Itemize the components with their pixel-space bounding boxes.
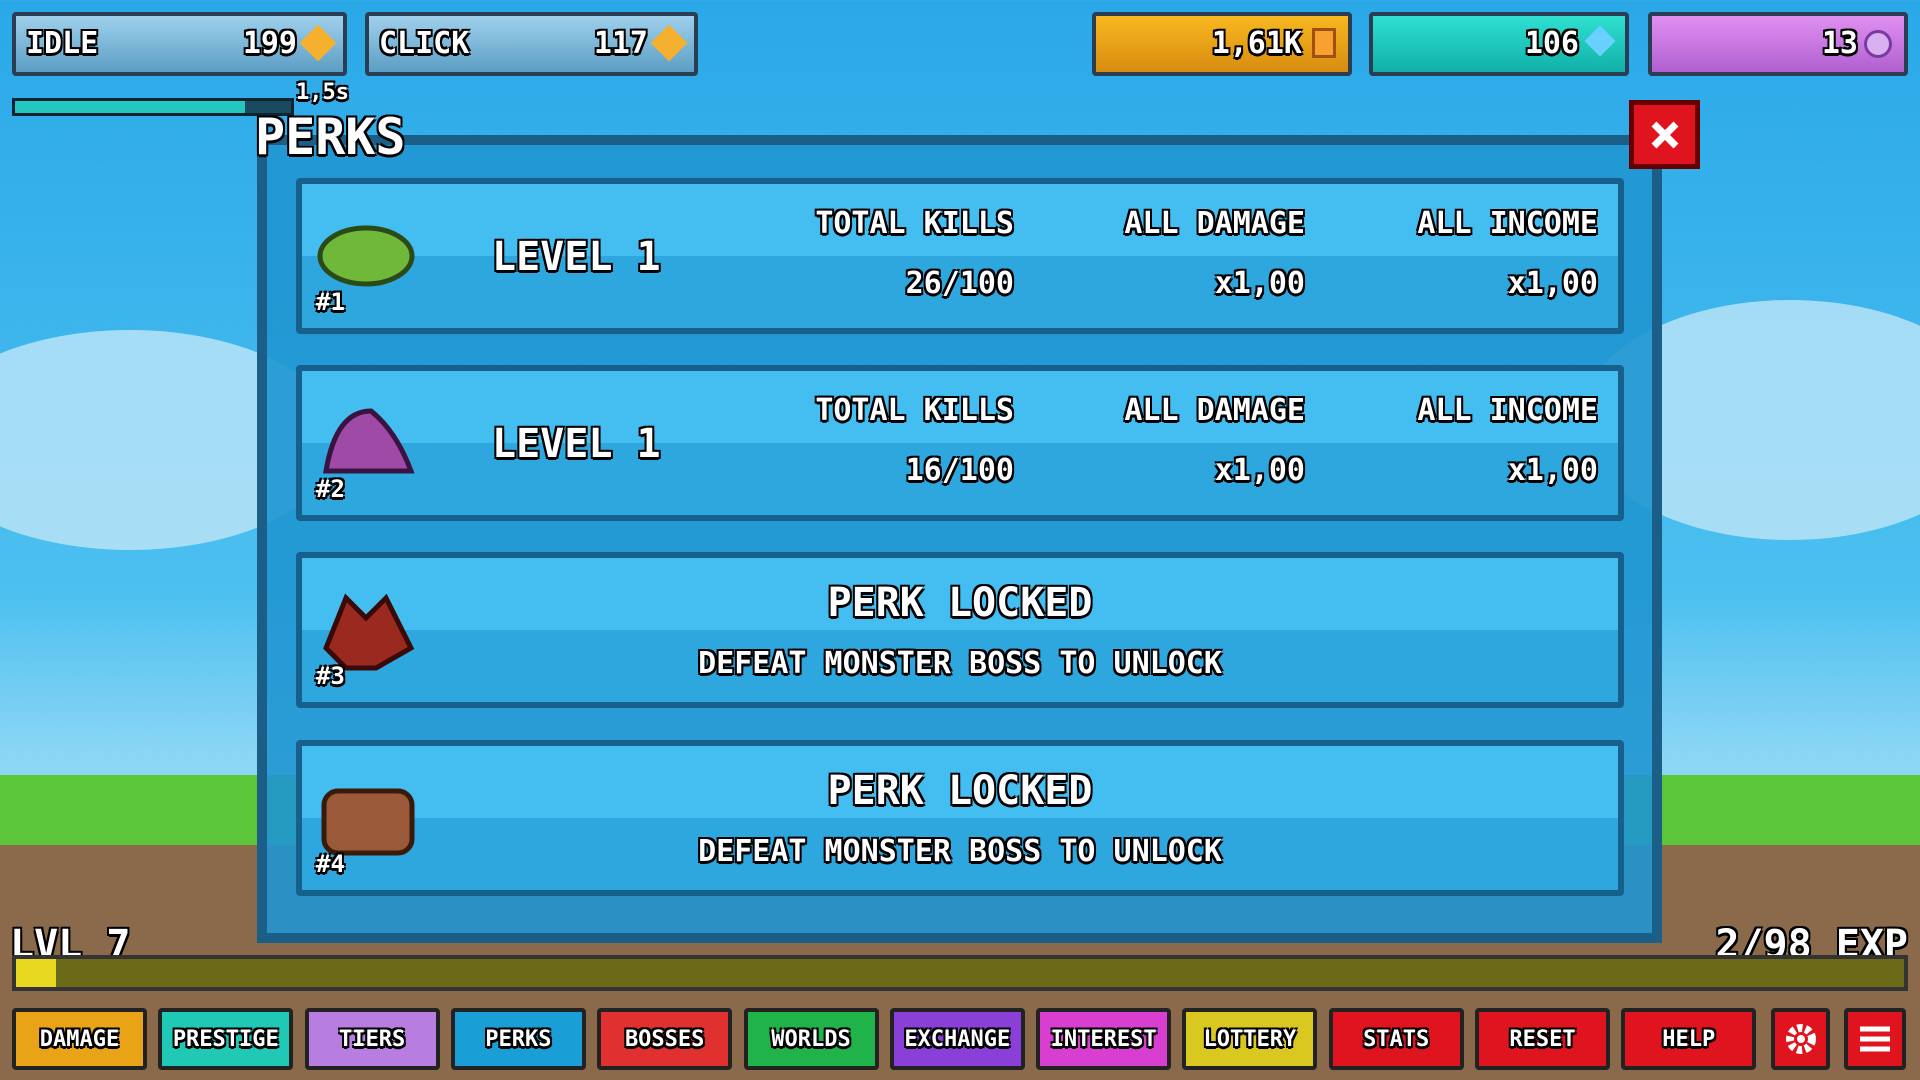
panel-title: PERKS [255,108,406,166]
timer-label: 1,5s [296,80,349,105]
locked-subtitle: DEFEAT MONSTER BOSS TO UNLOCK [698,646,1222,681]
perk-row: #3 PERK LOCKED DEFEAT MONSTER BOSS TO UNLO… [296,552,1624,708]
monster-sprite [323,408,415,474]
orb-box: 13 [1648,12,1908,76]
perk-row: #4 PERK LOCKED DEFEAT MONSTER BOSS TO UNLO… [296,740,1624,896]
nav-button[interactable]: PRESTIGE [158,1008,294,1070]
stat-header: TOTAL KILLS [815,206,1014,241]
menu-icon [1860,1026,1890,1052]
gold-value: 1,61K [1211,26,1302,61]
locked-title: PERK LOCKED [827,580,1093,626]
stat-header: TOTAL KILLS [815,393,1014,428]
stat-header: ALL DAMAGE [1124,393,1305,428]
nav-button[interactable]: BOSSES [597,1008,733,1070]
timer-bar [12,98,294,116]
nav-button[interactable]: EXCHANGE [889,1008,1025,1070]
perk-row: #2 LEVEL 1 TOTAL KILLS 16/100 ALL DAMAGE x1,0… [296,365,1624,521]
stat-header: ALL INCOME [1417,393,1598,428]
idle-label: IDLE [26,26,99,61]
monster-sprite [317,225,415,287]
perk-level: LEVEL 1 [492,234,661,280]
monster-sprite [321,788,415,856]
perk-icon [316,214,426,304]
nav-button[interactable]: TIERS [304,1008,440,1070]
locked-title: PERK LOCKED [827,768,1093,814]
perk-level: LEVEL 1 [492,421,661,467]
stat-header: ALL DAMAGE [1124,206,1305,241]
click-box: CLICK 117 [365,12,698,76]
nav-button[interactable]: DAMAGE [12,1008,147,1070]
timer-fill [15,101,245,113]
perk-icon [316,588,426,678]
gem-value: 106 [1524,26,1579,61]
stat-value: x1,00 [1507,453,1598,488]
perk-icon [316,776,426,866]
stat-value: 16/100 [905,453,1014,488]
perk-number: #4 [316,850,345,878]
perk-number: #2 [316,475,345,503]
gear-icon [1785,1024,1816,1054]
stat-value: x1,00 [1507,266,1598,301]
idle-box: IDLE 199 [12,12,347,76]
nav-button[interactable]: LOTTERY [1182,1008,1318,1070]
exp-fill [16,959,56,987]
spark-icon [299,24,337,62]
nav-button[interactable]: STATS [1328,1008,1464,1070]
nav-button[interactable]: RESET [1475,1008,1610,1070]
menu-button[interactable] [1844,1008,1906,1070]
perk-icon [316,401,426,491]
stat-value: x1,00 [1214,453,1305,488]
gold-box: 1,61K [1092,12,1352,76]
settings-button[interactable] [1771,1008,1830,1070]
close-icon [1651,121,1678,148]
monster-sprite [323,593,415,671]
exp-bar [12,955,1908,991]
close-button[interactable] [1629,100,1700,169]
idle-value: 199 [242,26,297,61]
perk-row: #1 LEVEL 1 TOTAL KILLS 26/100 ALL DAMAGE x1,0… [296,178,1624,334]
gold-icon [1312,28,1336,58]
locked-subtitle: DEFEAT MONSTER BOSS TO UNLOCK [698,834,1222,869]
gem-icon [1584,25,1616,57]
orb-icon [1864,30,1892,58]
stat-value: x1,00 [1214,266,1305,301]
stat-value: 26/100 [905,266,1014,301]
click-value: 117 [593,26,648,61]
nav-button[interactable]: WORLDS [743,1008,879,1070]
gem-box: 106 [1369,12,1629,76]
stat-header: ALL INCOME [1417,206,1598,241]
nav-button[interactable]: HELP [1621,1008,1757,1070]
spark-icon [650,24,688,62]
orb-value: 13 [1821,26,1858,61]
nav-button[interactable]: INTEREST [1036,1008,1172,1070]
perk-number: #1 [316,288,345,316]
perk-number: #3 [316,662,345,690]
click-label: CLICK [379,26,470,61]
nav-button[interactable]: PERKS [450,1008,586,1070]
